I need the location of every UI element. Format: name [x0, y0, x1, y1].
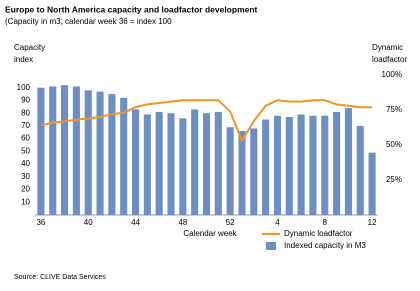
- x-tick-label: 40: [84, 218, 93, 227]
- bar: [333, 111, 341, 215]
- bar: [214, 111, 222, 215]
- x-tick-label: 48: [178, 218, 187, 227]
- bar: [143, 114, 151, 215]
- y-tick-label: 90: [21, 96, 30, 105]
- x-tick-label: 12: [368, 218, 377, 227]
- y2-tick-label: 100%: [382, 70, 402, 79]
- bar: [155, 111, 163, 215]
- bar: [368, 152, 376, 215]
- bar: [120, 97, 128, 215]
- bar: [179, 118, 187, 215]
- bar: [226, 127, 234, 215]
- x-tick-label: 52: [226, 218, 235, 227]
- x-tick-label: 44: [131, 218, 140, 227]
- bar: [309, 115, 317, 215]
- bar: [167, 113, 175, 215]
- bar: [49, 86, 57, 215]
- y-tick-label: 40: [21, 159, 30, 168]
- bar: [344, 108, 352, 215]
- bar: [321, 115, 329, 215]
- y-axis-title: Capacity: [14, 43, 45, 52]
- y-tick-label: 60: [21, 134, 30, 143]
- y-tick-label: 50: [21, 146, 30, 155]
- y-tick-label: 30: [21, 172, 30, 181]
- bar: [202, 113, 211, 215]
- bar: [96, 91, 104, 215]
- bar: [250, 128, 258, 215]
- chart-subtitle: (Capacity in m3; calendar week 36 = inde…: [5, 17, 172, 26]
- y-tick-label: 20: [21, 185, 30, 194]
- bar: [108, 94, 116, 215]
- x-tick-label: 36: [36, 218, 45, 227]
- bar: [285, 117, 293, 215]
- bar: [238, 131, 246, 215]
- y2-axis-title: Dynamic: [372, 43, 403, 52]
- bar: [262, 119, 270, 215]
- source: Source: CLIVE Data Services: [14, 274, 106, 281]
- y2-axis-title: loadfactor: [372, 55, 407, 64]
- x-axis-title: Calendar week: [183, 229, 237, 238]
- chart-title: Europe to North America capacity and loa…: [5, 4, 258, 14]
- bar: [84, 90, 92, 215]
- y-tick-label: 70: [21, 121, 30, 130]
- bar: [297, 114, 305, 215]
- bar: [273, 115, 282, 215]
- bar: [72, 86, 80, 215]
- bar: [356, 125, 364, 215]
- x-tick-label: 4: [275, 218, 280, 227]
- bar: [191, 109, 199, 215]
- legend-label: Indexed capacity in M3: [284, 241, 366, 250]
- bar: [61, 85, 69, 215]
- y-tick-label: 80: [21, 108, 30, 117]
- line: [40, 99, 373, 144]
- legend-label: Dynamic loadfactor: [284, 229, 353, 238]
- bar: [37, 87, 45, 215]
- bar: [131, 109, 140, 215]
- y2-tick-label: 75%: [386, 105, 402, 114]
- legend-swatch: [266, 242, 276, 250]
- y-axis-title: index: [14, 55, 33, 64]
- y2-tick-label: 25%: [386, 175, 402, 184]
- x-tick-label: 8: [323, 218, 328, 227]
- y-tick-label: 10: [21, 197, 30, 206]
- y2-tick-label: 50%: [386, 140, 402, 149]
- y-tick-label: 100: [17, 83, 31, 92]
